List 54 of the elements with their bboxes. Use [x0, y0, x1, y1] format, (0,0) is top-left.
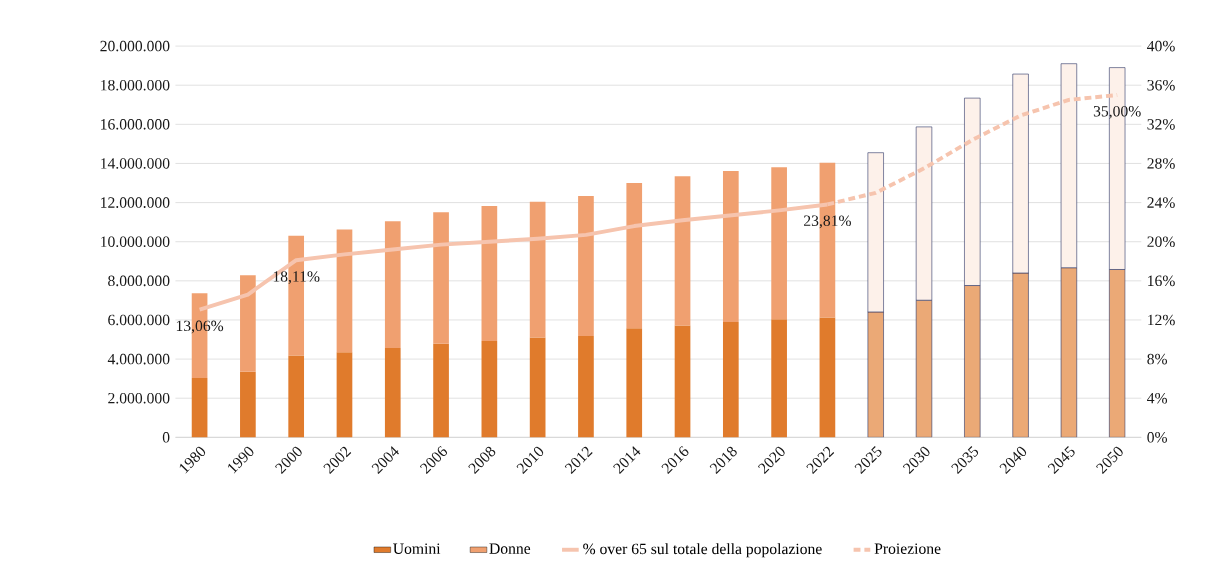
bar	[240, 275, 256, 372]
legend-label: Uomini	[393, 543, 441, 554]
y-tick-label: 12.000.000	[101, 197, 170, 208]
y2-tick-label: 36%	[1147, 79, 1175, 91]
bar	[722, 322, 739, 438]
y-tick-label: 16.000.000	[101, 119, 170, 130]
y2-tick-label: 24%	[1147, 197, 1175, 208]
bar	[626, 183, 643, 329]
bar	[384, 347, 401, 438]
y-tick-label: 18.000.000	[101, 79, 170, 91]
legend-label: Proiezione	[874, 543, 941, 554]
legend-label: % over 65 sul totale della popolazione	[583, 543, 822, 558]
bar	[1012, 272, 1029, 438]
y-tick-label: 0	[162, 432, 170, 443]
bar	[722, 171, 739, 323]
bar	[771, 167, 787, 320]
y-tick-label: 10.000.000	[101, 236, 170, 248]
legend-label: Donne	[489, 543, 531, 554]
bar	[384, 221, 401, 348]
y2-tick-label: 8%	[1147, 353, 1168, 365]
bar	[578, 195, 594, 337]
bar	[771, 319, 787, 438]
y2-tick-label: 28%	[1147, 158, 1175, 169]
y2-tick-label: 20%	[1147, 236, 1175, 248]
y-tick-label: 6.000.000	[108, 314, 170, 326]
y2-tick-label: 4%	[1147, 392, 1168, 404]
bar	[240, 371, 256, 438]
bar	[674, 325, 691, 438]
bar	[819, 317, 836, 438]
y2-tick-label: 0%	[1147, 432, 1168, 443]
bar	[433, 343, 449, 438]
y-tick-label: 20.000.000	[100, 40, 170, 52]
bar	[674, 176, 691, 326]
bar	[964, 285, 981, 438]
data-label: 35,00%	[1093, 106, 1141, 119]
y-tick-label: 14.000.000	[101, 158, 170, 169]
y2-tick-label: 40%	[1147, 40, 1175, 52]
y-tick-label: 2.000.000	[108, 392, 170, 404]
bar	[336, 352, 353, 438]
y-tick-label: 4.000.000	[107, 353, 170, 365]
bar	[433, 212, 449, 344]
bar	[578, 336, 594, 438]
y2-tick-label: 16%	[1148, 275, 1175, 287]
bar	[529, 201, 546, 338]
bar	[191, 378, 208, 438]
y2-tick-label: 12%	[1148, 314, 1175, 326]
bar	[626, 328, 643, 438]
y2-tick-label: 32%	[1147, 119, 1175, 130]
bar	[529, 337, 546, 438]
y-tick-label: 8.000.000	[108, 275, 170, 287]
bar	[481, 205, 498, 341]
bar	[481, 340, 498, 438]
bar	[288, 355, 305, 438]
bar	[336, 229, 353, 353]
